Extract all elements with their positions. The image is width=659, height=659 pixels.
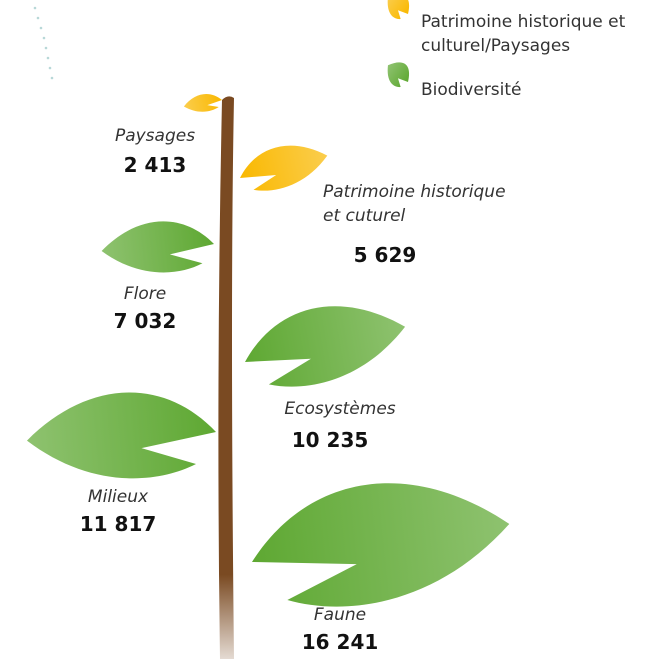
legend-label: Biodiversité — [421, 80, 522, 100]
leaf — [240, 145, 328, 191]
legend-label: Patrimoine historique et culturel/Paysag… — [421, 12, 626, 56]
leaf — [245, 306, 406, 387]
category-label: Patrimoine historique et cuturel — [323, 182, 506, 226]
category-label: Milieux — [87, 487, 149, 507]
stem — [218, 96, 234, 659]
value-label: 7 032 — [113, 309, 177, 333]
value-label: 5 629 — [353, 243, 417, 267]
leaf — [183, 94, 222, 112]
leaf — [101, 221, 214, 273]
category-label: Ecosystèmes — [284, 399, 396, 419]
value-label: 11 817 — [79, 512, 157, 536]
leaf — [26, 392, 216, 479]
legend-swatch — [387, 0, 409, 20]
value-label: 16 241 — [301, 630, 379, 654]
decor-dots — [33, 6, 54, 80]
leaf — [252, 483, 510, 607]
value-label: 2 413 — [123, 153, 187, 177]
category-label: Flore — [123, 284, 167, 304]
category-label: Paysages — [114, 126, 196, 146]
category-label: Faune — [313, 605, 367, 625]
value-label: 10 235 — [291, 428, 369, 452]
legend-swatch — [387, 62, 409, 88]
